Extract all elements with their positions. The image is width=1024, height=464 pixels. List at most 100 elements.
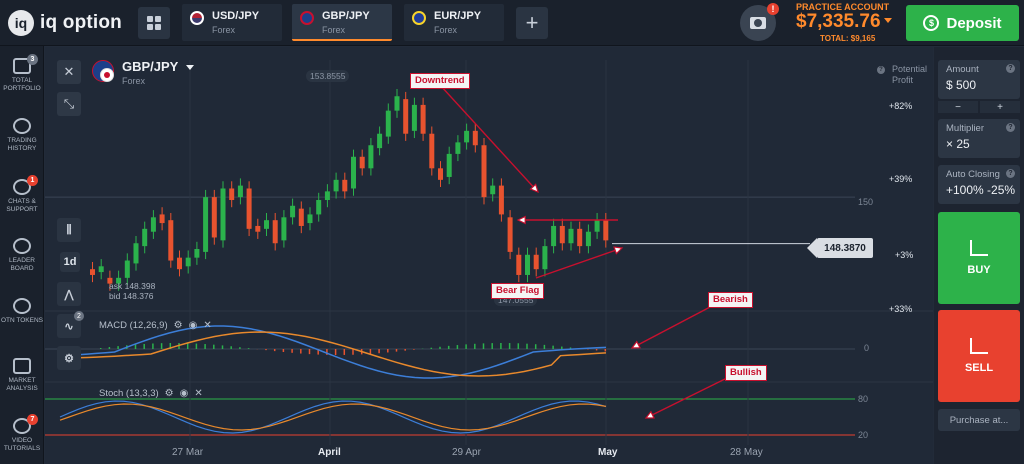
chart-up-icon (970, 240, 988, 256)
indicators-icon: ∿ (64, 320, 74, 333)
close-icon: ✕ (63, 64, 75, 79)
purchase-at-button[interactable]: Purchase at... (938, 409, 1020, 431)
chevron-down-icon[interactable] (884, 18, 892, 23)
profit-level-label: +82% (889, 101, 913, 111)
market-icon (13, 358, 31, 374)
account-label[interactable]: PRACTICE ACCOUNT (796, 2, 890, 12)
date-label: 28 May (730, 447, 763, 458)
settings-button[interactable]: ⚙ (57, 346, 81, 370)
left-sidebar: 3 TOTAL PORTFOLIO TRADING HISTORY 1 CHAT… (0, 46, 44, 464)
auto-closing-field[interactable]: Auto Closing ? +100% -25% (938, 165, 1020, 204)
tab-type: Forex (212, 25, 236, 35)
ask-bid-readout: ask 148.398 bid 148.376 (109, 281, 155, 301)
bid-price: bid 148.376 (109, 291, 154, 301)
chart-down-icon (970, 338, 988, 354)
sidebar-item-leaderboard[interactable]: LEADER BOARD (0, 238, 44, 273)
multiplier-field[interactable]: Multiplier ? × 25 (938, 119, 1020, 158)
pair-name[interactable]: GBP/JPY (122, 59, 179, 74)
sell-button[interactable]: SELL (938, 310, 1020, 402)
profit-level-label: +39% (889, 174, 913, 184)
sidebar-item-chats[interactable]: 1 CHATS & SUPPORT (0, 175, 44, 214)
gear-icon[interactable]: ⚙ (164, 388, 174, 399)
sidebar-item-history[interactable]: TRADING HISTORY (0, 118, 44, 153)
sidebar-item-label: VIDEO TUTORIALS (3, 437, 41, 452)
chart-area[interactable] (45, 47, 933, 464)
amount-stepper[interactable]: − + (938, 101, 1020, 113)
auto-closing-value[interactable]: +100% -25% (946, 183, 1016, 197)
tab-eur-jpy[interactable]: EUR/JPY Forex (404, 4, 504, 41)
close-icon[interactable]: ✕ (203, 320, 212, 331)
amount-label: Amount (946, 64, 979, 75)
buy-label: BUY (967, 264, 991, 276)
tab-type: Forex (322, 25, 346, 35)
high-price-label: 153.8555 (306, 70, 350, 82)
tab-gbp-jpy[interactable]: GBP/JPY Forex (292, 4, 392, 41)
period-selector[interactable]: 1d (60, 252, 80, 272)
help-icon[interactable]: ? (1006, 123, 1015, 132)
gear-icon[interactable]: ⚙ (173, 320, 183, 331)
logo[interactable]: iq iq option (8, 9, 122, 37)
annotation-bullish: Bullish (725, 365, 767, 381)
help-icon[interactable]: ? (1006, 64, 1015, 73)
deposit-button[interactable]: $ Deposit (906, 5, 1019, 41)
potential-profit-label: Potential Profit (892, 64, 928, 85)
add-tab-button[interactable]: + (516, 7, 548, 39)
assets-grid-button[interactable] (138, 7, 170, 39)
briefcase-icon (13, 58, 31, 74)
amount-field[interactable]: Amount ? $ 500 (938, 60, 1020, 99)
eye-icon[interactable]: ◉ (188, 320, 198, 331)
gear-icon: ⚙ (64, 352, 74, 365)
stoch-name: Stoch (13,3,3) (99, 388, 159, 399)
leaderboard-icon (13, 238, 31, 254)
video-badge: 7 (27, 414, 38, 425)
account-total: TOTAL: $9,165 (820, 34, 876, 43)
deposit-label: Deposit (946, 14, 1002, 32)
sidebar-item-video[interactable]: 7 VIDEO TUTORIALS (0, 414, 44, 453)
video-icon (13, 418, 31, 434)
candles-icon: ⫼ (66, 223, 72, 236)
sidebar-item-market[interactable]: MARKET ANALYSIS (0, 358, 44, 393)
tab-usd-jpy[interactable]: USD/JPY Forex (182, 4, 282, 41)
current-price-tag: 148.3870 (807, 238, 873, 258)
close-icon[interactable]: ✕ (194, 388, 203, 399)
help-icon[interactable]: ? (877, 66, 885, 74)
tab-name: USD/JPY (212, 10, 260, 22)
eu-flag-icon (412, 11, 426, 25)
pair-type: Forex (122, 76, 146, 86)
decrease-button[interactable]: − (938, 101, 978, 113)
uk-flag-icon (300, 11, 314, 25)
top-bar: iq iq option USD/JPY Forex GBP/JPY Forex… (0, 0, 1024, 46)
sidebar-item-portfolio[interactable]: 3 TOTAL PORTFOLIO (0, 54, 44, 93)
buy-button[interactable]: BUY (938, 212, 1020, 304)
profit-level-label: +33% (889, 304, 913, 314)
pen-icon: ⋀ (64, 288, 74, 301)
stoch-20-level: 20 (858, 430, 869, 440)
collapse-button[interactable]: ⤡ (57, 92, 81, 116)
macd-indicator-label[interactable]: MACD (12,26,9) ⚙ ◉ ✕ (99, 320, 212, 331)
date-label: May (598, 447, 618, 458)
chart-type-button[interactable]: ⫼ (57, 218, 81, 242)
notification-badge: ! (767, 3, 779, 15)
chevron-down-icon[interactable] (186, 65, 194, 70)
sidebar-item-label: MARKET ANALYSIS (6, 377, 38, 392)
auto-closing-label: Auto Closing (946, 169, 1000, 180)
eye-icon[interactable]: ◉ (179, 388, 189, 399)
amount-value[interactable]: $ 500 (946, 78, 977, 92)
date-label: 29 Apr (452, 447, 481, 458)
japan-flag-icon (100, 68, 114, 82)
logo-icon: iq (8, 10, 34, 36)
close-chart-button[interactable]: ✕ (57, 60, 81, 84)
chat-icon (13, 179, 31, 195)
indicators-count-badge: 2 (74, 311, 84, 321)
stoch-indicator-label[interactable]: Stoch (13,3,3) ⚙ ◉ ✕ (99, 388, 203, 399)
sidebar-item-otn[interactable]: OTN TOKENS (0, 298, 44, 325)
usa-flag-icon (190, 11, 204, 25)
account-balance[interactable]: $7,335.76 (796, 11, 881, 32)
increase-button[interactable]: + (980, 101, 1020, 113)
help-icon[interactable]: ? (1006, 169, 1015, 178)
portfolio-badge: 3 (27, 54, 38, 65)
multiplier-value[interactable]: × 25 (946, 137, 970, 151)
drawing-tools-button[interactable]: ⋀ (57, 282, 81, 306)
dollar-icon: $ (923, 15, 940, 31)
tab-type: Forex (434, 25, 458, 35)
